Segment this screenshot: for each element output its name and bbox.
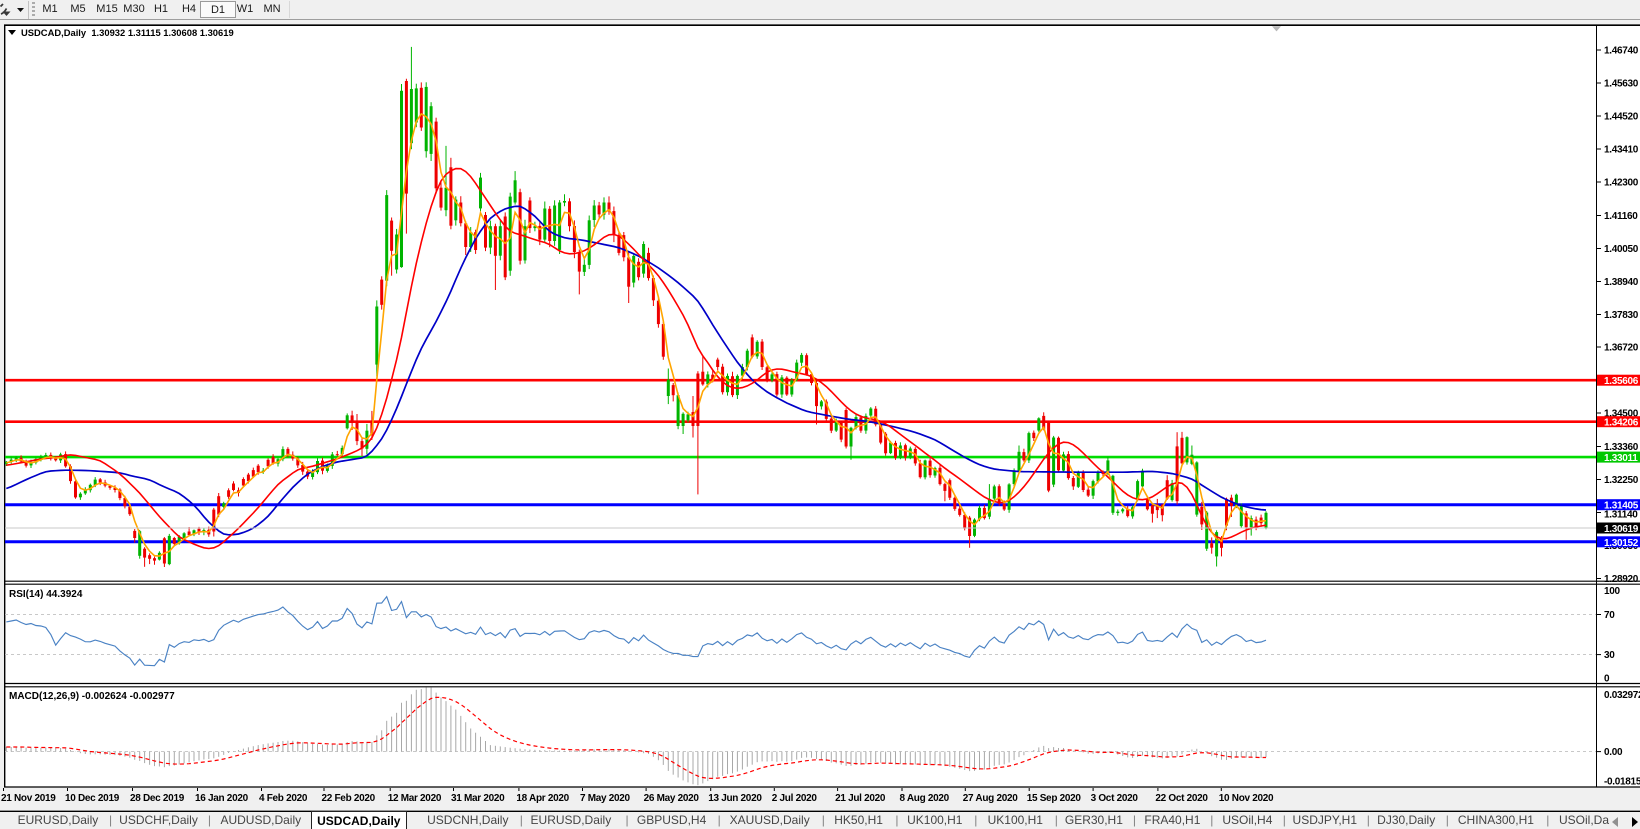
svg-text:RSI(14) 44.3924: RSI(14) 44.3924 [9, 589, 83, 600]
svg-text:27 Aug 2020: 27 Aug 2020 [963, 793, 1018, 804]
svg-text:1.33360: 1.33360 [1604, 442, 1639, 453]
svg-text:1.31140: 1.31140 [1604, 510, 1638, 521]
svg-text:21 Jul 2020: 21 Jul 2020 [835, 793, 886, 804]
svg-text:2 Jul 2020: 2 Jul 2020 [772, 793, 818, 804]
svg-text:1.36720: 1.36720 [1604, 343, 1639, 354]
svg-text:1.35606: 1.35606 [1604, 376, 1639, 387]
svg-text:1.38940: 1.38940 [1604, 277, 1639, 288]
svg-text:1.28920: 1.28920 [1604, 574, 1639, 585]
svg-text:16 Jan 2020: 16 Jan 2020 [195, 793, 249, 804]
svg-text:0.032972: 0.032972 [1604, 690, 1640, 701]
svg-text:10 Dec 2019: 10 Dec 2019 [65, 793, 120, 804]
svg-text:1.37830: 1.37830 [1604, 310, 1639, 321]
svg-text:1.43410: 1.43410 [1604, 144, 1639, 155]
svg-text:15 Sep 2020: 15 Sep 2020 [1027, 793, 1082, 804]
svg-text:MACD(12,26,9) -0.002624 -0.002: MACD(12,26,9) -0.002624 -0.002977 [9, 691, 175, 702]
svg-text:13 Jun 2020: 13 Jun 2020 [708, 793, 762, 804]
svg-text:1.40050: 1.40050 [1604, 244, 1639, 255]
svg-text:26 May 2020: 26 May 2020 [644, 793, 700, 804]
svg-text:21 Nov 2019: 21 Nov 2019 [1, 793, 56, 804]
svg-text:1.42300: 1.42300 [1604, 177, 1639, 188]
svg-text:7 May 2020: 7 May 2020 [580, 793, 631, 804]
svg-text:1.30619: 1.30619 [1604, 524, 1639, 535]
svg-text:0.00: 0.00 [1604, 747, 1623, 758]
svg-text:1.41160: 1.41160 [1604, 211, 1638, 222]
svg-text:22 Oct 2020: 22 Oct 2020 [1155, 793, 1208, 804]
svg-text:100: 100 [1604, 586, 1621, 597]
svg-text:1.45630: 1.45630 [1604, 79, 1639, 90]
svg-text:10 Nov 2020: 10 Nov 2020 [1219, 793, 1274, 804]
svg-text:1.46740: 1.46740 [1604, 46, 1639, 57]
svg-text:8 Aug 2020: 8 Aug 2020 [900, 793, 950, 804]
svg-text:22 Feb 2020: 22 Feb 2020 [322, 793, 376, 804]
svg-text:1.30152: 1.30152 [1604, 538, 1639, 549]
svg-text:1.31405: 1.31405 [1604, 501, 1639, 512]
svg-text:0: 0 [1604, 674, 1610, 685]
svg-text:1.33011: 1.33011 [1604, 453, 1638, 464]
svg-text:-0.018154: -0.018154 [1604, 777, 1640, 788]
svg-text:4 Feb 2020: 4 Feb 2020 [259, 793, 308, 804]
svg-text:1.32250: 1.32250 [1604, 475, 1639, 486]
svg-text:1.34500: 1.34500 [1604, 408, 1639, 419]
svg-text:70: 70 [1604, 610, 1615, 621]
svg-text:30: 30 [1604, 650, 1615, 661]
svg-text:31 Mar 2020: 31 Mar 2020 [451, 793, 505, 804]
svg-text:USDCAD,Daily 1.30932 1.31115: USDCAD,Daily 1.30932 1.31115 1.30608 1.3… [21, 27, 234, 38]
svg-text:1.44520: 1.44520 [1604, 112, 1639, 123]
svg-text:28 Dec 2019: 28 Dec 2019 [130, 793, 185, 804]
svg-text:1.34206: 1.34206 [1604, 418, 1639, 429]
svg-text:18 Apr 2020: 18 Apr 2020 [516, 793, 569, 804]
svg-text:3 Oct 2020: 3 Oct 2020 [1091, 793, 1139, 804]
svg-text:12 Mar 2020: 12 Mar 2020 [388, 793, 442, 804]
